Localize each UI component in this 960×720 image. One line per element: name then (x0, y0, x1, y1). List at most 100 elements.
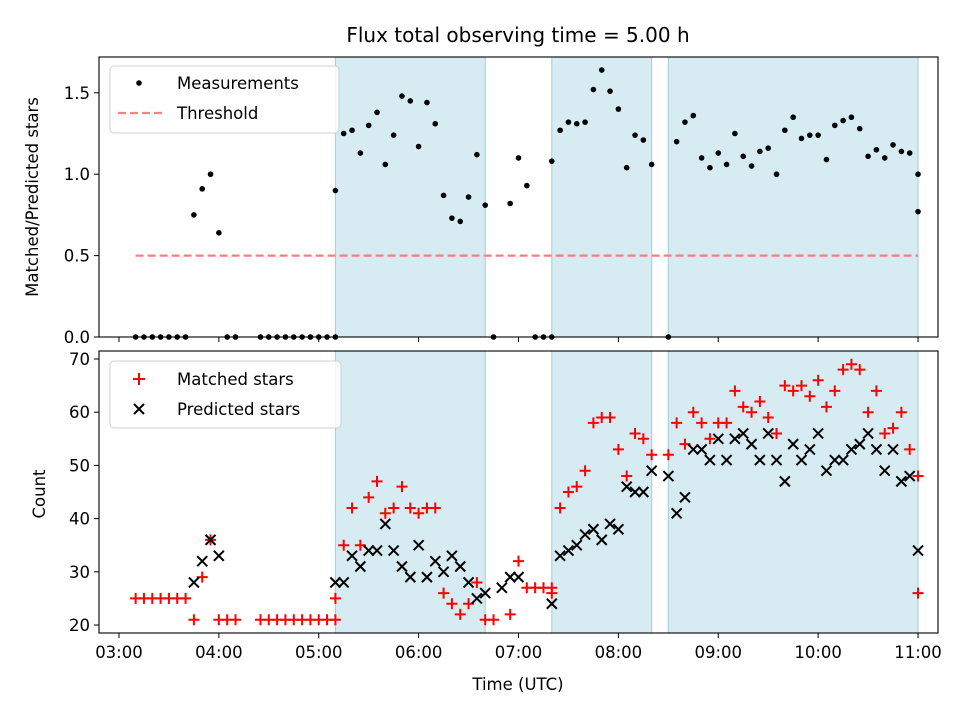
measurement-point (415, 143, 422, 150)
matched-star-point (746, 406, 758, 418)
matched-star-point (837, 364, 849, 376)
predicted-star-point (720, 454, 733, 466)
matched-star-point (879, 427, 891, 439)
count-axes: 20 30 40 50 60 70 03:00 04:00 05:00 06:00 07:00 08:… (69, 350, 942, 662)
count-y-axis-label: Count (30, 469, 49, 519)
y-tick-label: 0.0 (64, 328, 90, 347)
measurement-point (632, 132, 638, 138)
matched-star-point (438, 587, 450, 599)
measurement-point (607, 88, 613, 94)
predicted-star-point (620, 480, 633, 493)
predicted-star-point (737, 427, 749, 440)
matched-star-point (804, 390, 816, 402)
measurement-point (424, 99, 430, 106)
matched-star-point (887, 422, 899, 434)
y-tick-label: 70 (69, 350, 90, 369)
matched-star-point (721, 417, 733, 429)
measurement-point (340, 130, 347, 137)
measurement-point (557, 127, 563, 134)
measurement-point (732, 130, 738, 137)
predicted-star-point (604, 518, 616, 530)
matched-star-point (404, 502, 416, 514)
matched-star-point (379, 507, 391, 519)
measurement-point (782, 127, 788, 134)
measurement-point (831, 122, 838, 129)
measurement-point (465, 194, 472, 200)
measurement-point (598, 67, 605, 73)
measurement-point (390, 132, 397, 138)
measurement-points (132, 67, 921, 340)
measurement-point (432, 120, 439, 127)
observing-window (667, 350, 919, 634)
matched-legend-marker (133, 373, 145, 385)
measurements-legend-marker (136, 80, 142, 86)
matched-star-point (188, 614, 200, 626)
matched-star-point (829, 385, 841, 397)
predicted-legend-label: Predicted stars (177, 400, 300, 419)
matched-star-point (895, 406, 907, 418)
measurement-point (374, 109, 380, 116)
predicted-star-point (446, 550, 458, 562)
observing-windows (334, 350, 919, 634)
predicted-star-point (496, 582, 508, 594)
y-tick-label: 20 (69, 616, 90, 635)
measurement-point (191, 212, 197, 218)
measurement-point (648, 161, 655, 168)
matched-star-point (704, 433, 716, 445)
legend-frame (109, 360, 342, 429)
measurement-point (798, 135, 805, 142)
measurement-point (207, 171, 214, 178)
predicted-star-point (903, 470, 916, 482)
matched-star-point (504, 608, 516, 620)
matched-star-point (454, 608, 466, 620)
predicted-star-point (396, 560, 408, 573)
predicted-star-point (729, 433, 741, 445)
measurement-point (482, 202, 489, 208)
predicted-star-point (362, 544, 375, 557)
measurement-point (773, 171, 780, 178)
predicted-star-point (354, 560, 367, 573)
predicted-star-point (679, 491, 691, 504)
predicted-star-point (412, 539, 425, 551)
matched-star-point (912, 470, 924, 482)
predicted-star-point (612, 523, 625, 535)
matched-star-point (762, 412, 774, 424)
measurement-point (507, 200, 513, 207)
predicted-star-point (887, 443, 899, 456)
predicted-star-point (829, 454, 841, 466)
measurement-point (881, 155, 888, 161)
predicted-star-point (554, 550, 566, 562)
matched-star-point (779, 380, 791, 392)
predicted-star-point (762, 427, 774, 440)
matched-star-point (862, 406, 874, 418)
measurement-point (457, 218, 464, 225)
matched-star-point (329, 592, 341, 604)
y-tick-label: 50 (69, 456, 90, 475)
predicted-star-point (787, 438, 799, 450)
observing-windows (334, 56, 919, 338)
measurement-point (515, 155, 522, 161)
matched-star-point (230, 614, 242, 626)
x-axis-label: Time (UTC) (471, 675, 563, 694)
predicted-star-point (371, 544, 383, 557)
observing-window (551, 56, 653, 338)
measurement-point (690, 112, 697, 119)
matched-star-point (371, 475, 383, 487)
predicted-star-point (571, 539, 583, 551)
measurement-point (449, 215, 455, 221)
matched-star-point (729, 385, 741, 397)
measurement-point (365, 122, 372, 129)
predicted-star-point (421, 571, 433, 583)
measurement-point (707, 164, 713, 171)
measurement-point (332, 187, 339, 194)
matched-star-point (546, 587, 558, 599)
measurement-point (349, 127, 355, 134)
x-tick-label: 07:00 (495, 643, 543, 662)
measurement-point (915, 208, 921, 215)
y-tick-label: 30 (69, 563, 90, 582)
predicted-star-point (812, 427, 824, 440)
x-tick-label: 05:00 (295, 643, 343, 662)
observing-window (667, 56, 919, 338)
matched-star-point (604, 412, 616, 424)
measurement-point (216, 230, 222, 236)
